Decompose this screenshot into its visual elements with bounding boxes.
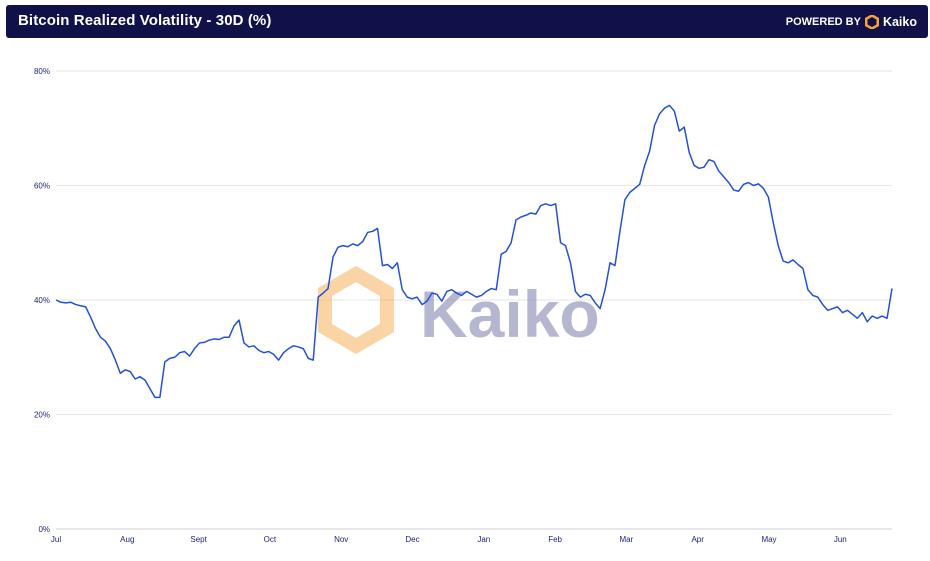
x-tick-label: Apr [691,535,704,544]
powered-by-brand: Kaiko [882,15,917,29]
y-tick-label: 0% [38,525,50,534]
axis-layer: 0% 20% 40% 60% 80% Jul Aug Sept Oct Nov Dec Jan Feb M… [34,67,847,544]
x-tick-label: Mar [620,535,634,544]
x-tick-label: Sept [190,535,207,544]
volatility-chart: Kaiko 0% 20% 40% 60% 80% Jul Aug Sept Oct Nov Dec J… [0,40,930,556]
x-tick-label: Jun [834,535,847,544]
y-tick-label: 40% [34,296,50,305]
series-layer [55,104,893,399]
watermark-logo-icon [318,265,394,355]
watermark-text: Kaiko [420,277,600,351]
y-tick-label: 80% [34,67,50,76]
y-tick-label: 20% [34,411,50,420]
kaiko-logo-icon [864,15,879,29]
x-tick-label: Dec [405,535,419,544]
grid-layer [56,70,892,530]
x-tick-label: Aug [120,535,134,544]
chart-header: Bitcoin Realized Volatility - 30D (%) PO… [6,5,928,38]
x-tick-label: Nov [334,535,348,544]
chart-svg: Kaiko 0% 20% 40% 60% 80% Jul Aug Sept Oct Nov Dec J… [34,67,893,544]
chart-title: Bitcoin Realized Volatility - 30D (%) [18,12,272,29]
volatility-series-line [55,104,893,399]
x-tick-label: Jul [51,535,61,544]
y-tick-label: 60% [34,182,50,191]
powered-by-label: POWERED BY [785,16,861,28]
x-tick-label: Feb [548,535,562,544]
x-tick-label: Oct [264,535,277,544]
powered-by: POWERED BY Kaiko [786,15,917,29]
watermark: Kaiko [318,265,600,355]
x-tick-label: Jan [477,535,490,544]
x-tick-label: May [761,535,776,544]
